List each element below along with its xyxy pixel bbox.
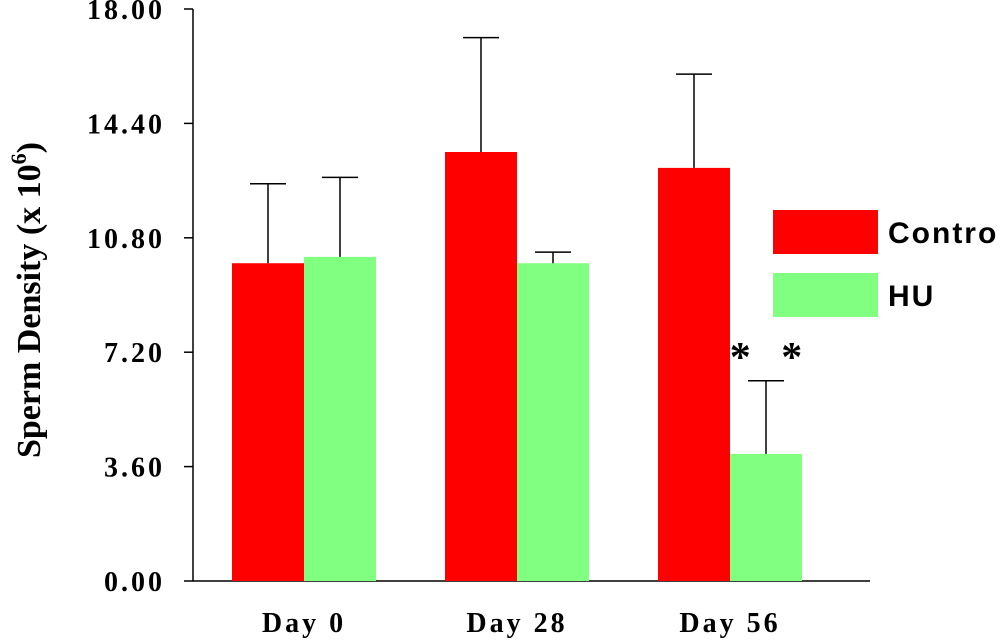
x-category-label: Day 56 [679, 608, 780, 639]
plot-area: 0.00 3.60 7.20 10.80 14.40 18.00 Day 0 Day 28 Da… [87, 0, 870, 639]
bar-hu-day-56 [730, 453, 802, 581]
y-axis-title-suffix: ) [11, 142, 48, 153]
x-category-label: Day 0 [262, 608, 346, 639]
legend-label-hu: HU [888, 280, 935, 313]
significance-annotation: * * [730, 335, 813, 381]
bar-hu-day-0 [304, 256, 376, 581]
legend: Control HU [773, 210, 1000, 317]
legend-swatch-hu [773, 273, 878, 317]
y-tick-label: 10.80 [87, 224, 165, 255]
y-tick-label: 0.00 [104, 567, 165, 598]
legend-label-control: Control [888, 217, 1000, 250]
y-axis-title: Sperm Density (x 106) [6, 142, 48, 458]
y-tick-label: 7.20 [104, 338, 165, 369]
bar-control-day-0 [232, 263, 304, 581]
legend-swatch-control [773, 210, 878, 254]
bar-control-day-56 [658, 167, 730, 581]
y-tick-label: 14.40 [87, 109, 165, 140]
bar-control-day-28 [445, 152, 517, 581]
y-axis-title-main: Sperm Density (x 10 [11, 164, 48, 458]
x-category-label: Day 28 [466, 608, 567, 639]
bar-hu-day-28 [517, 263, 589, 581]
y-tick-label: 18.00 [87, 0, 165, 26]
y-tick-label: 3.60 [104, 453, 165, 484]
y-axis-title-superscript: 6 [6, 153, 31, 164]
